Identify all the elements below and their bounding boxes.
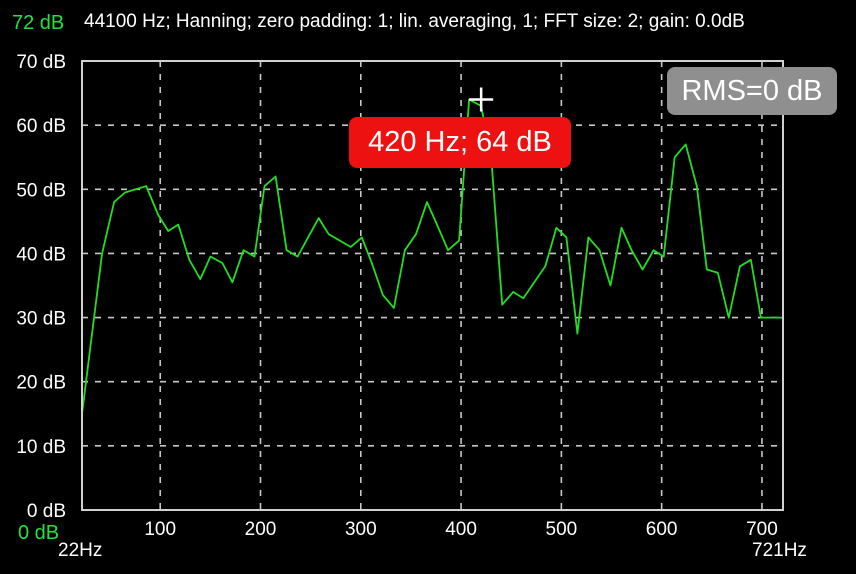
x-tick-label: 600 <box>646 519 678 540</box>
analysis-settings-info: 44100 Hz; Hanning; zero padding: 1; lin.… <box>84 11 745 32</box>
spectrum-trace <box>81 98 783 414</box>
y-tick-label: 50 dB <box>16 180 66 201</box>
y-tick-label: 10 dB <box>16 437 66 458</box>
max-level-label: 72 dB <box>12 12 65 34</box>
y-tick-label: 20 dB <box>16 373 66 394</box>
x-tick-label: 400 <box>445 519 477 540</box>
y-tick-label: 60 dB <box>16 116 66 137</box>
x-end-frequency-label: 721Hz <box>752 540 807 561</box>
y-tick-labels: 0 dB 10 dB 20 dB 30 dB 40 dB 50 dB 60 dB 70 dB <box>16 52 66 522</box>
x-start-frequency-label: 22Hz <box>58 540 103 561</box>
x-tick-label: 100 <box>144 519 176 540</box>
x-tick-label: 200 <box>245 519 277 540</box>
peak-readout-badge: 420 Hz; 64 dB <box>349 117 571 168</box>
plot-frame <box>81 60 784 511</box>
y-tick-label: 30 dB <box>16 309 66 330</box>
min-level-label: 0 dB <box>18 522 60 544</box>
rms-readout-badge: RMS=0 dB <box>667 67 837 115</box>
x-tick-label: 500 <box>546 519 578 540</box>
y-tick-label: 0 dB <box>27 501 66 522</box>
y-tick-label: 40 dB <box>16 244 66 265</box>
grid-layer <box>82 60 783 510</box>
crosshair-cursor-icon <box>469 87 494 112</box>
x-tick-labels: 100 200 300 400 500 600 700 <box>144 519 777 540</box>
x-tick-label: 700 <box>746 519 778 540</box>
y-tick-label: 70 dB <box>16 52 66 73</box>
x-tick-label: 300 <box>345 519 377 540</box>
